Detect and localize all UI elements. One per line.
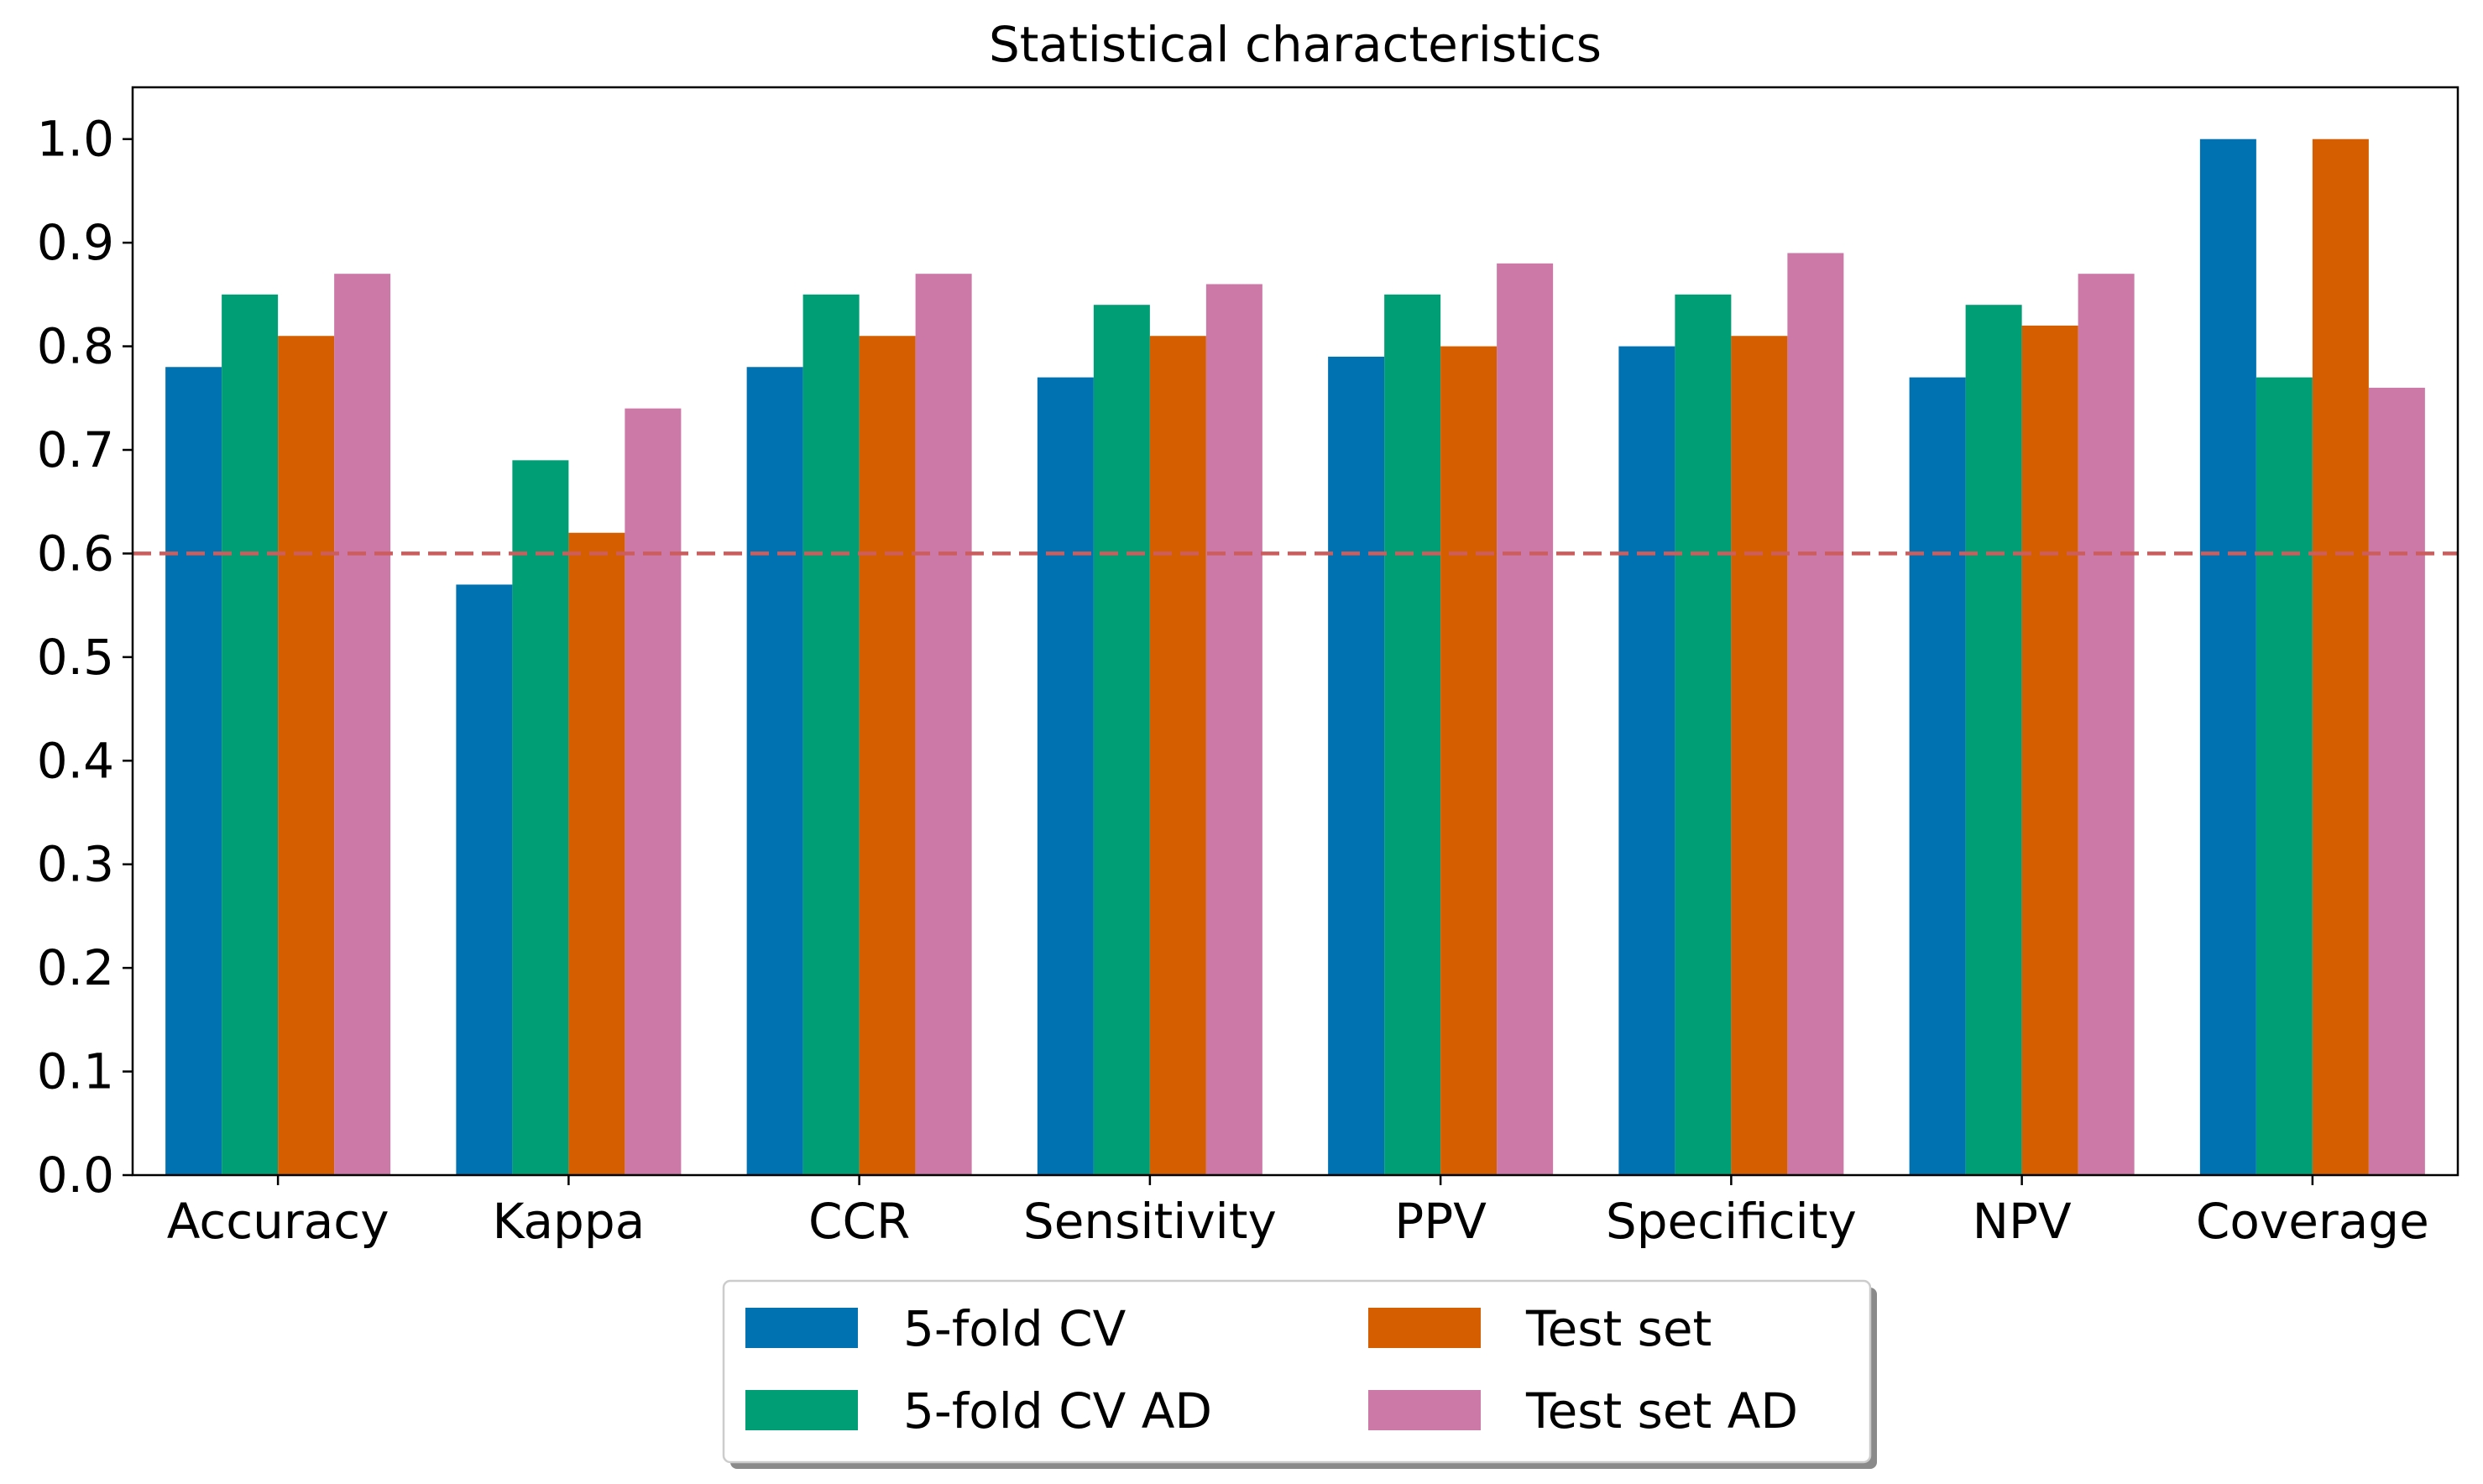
x-tick-label: Kappa [493, 1193, 646, 1250]
legend-label-2: 5-fold CV AD [903, 1382, 1212, 1440]
x-tick-label: Accuracy [167, 1193, 389, 1250]
legend-swatch-1 [745, 1308, 858, 1348]
x-tick-label: Specificity [1606, 1193, 1857, 1250]
y-tick-label: 0.2 [37, 939, 114, 996]
bar-accuracy-series-1 [165, 367, 222, 1175]
y-tick-label: 0.4 [37, 732, 114, 789]
y-tick-label: 0.6 [37, 525, 114, 582]
bar-specificity-series-3 [1731, 336, 1788, 1175]
x-tick-label: Coverage [2196, 1193, 2429, 1250]
legend-label-4: Test set AD [1525, 1382, 1798, 1440]
y-tick-label: 0.0 [37, 1147, 114, 1204]
y-tick-label: 1.0 [37, 111, 114, 168]
legend-swatch-2 [745, 1390, 858, 1430]
y-tick-label: 0.7 [37, 421, 114, 478]
bar-accuracy-series-4 [334, 274, 391, 1176]
bar-specificity-series-4 [1787, 253, 1844, 1175]
legend-swatch-3 [1368, 1308, 1481, 1348]
bar-ppv-series-4 [1497, 263, 1554, 1175]
bar-accuracy-series-3 [278, 336, 335, 1175]
bar-accuracy-series-2 [222, 294, 279, 1175]
y-tick-label: 0.9 [37, 214, 114, 271]
bar-coverage-series-3 [2312, 138, 2369, 1176]
axes-frame [131, 86, 2459, 1177]
chart-title: Statistical characteristics [989, 16, 1602, 73]
bar-specificity-series-2 [1675, 294, 1732, 1175]
bar-sensitivity-series-1 [1037, 377, 1094, 1176]
y-tick-label: 0.5 [37, 629, 114, 686]
x-tick-label: Sensitivity [1023, 1193, 1277, 1250]
bar-sensitivity-series-3 [1149, 336, 1206, 1175]
x-tick-label: PPV [1394, 1193, 1487, 1250]
x-tick-label: CCR [808, 1193, 910, 1250]
bar-ccr-series-1 [746, 367, 803, 1175]
bar-specificity-series-1 [1618, 346, 1675, 1176]
bar-ppv-series-3 [1440, 346, 1498, 1176]
bar-kappa-series-4 [625, 408, 682, 1176]
bar-coverage-series-4 [2368, 387, 2425, 1175]
x-tick-label: NPV [1973, 1193, 2072, 1250]
bar-npv-series-3 [2021, 325, 2078, 1175]
bar-npv-series-2 [1965, 305, 2022, 1176]
bar-coverage-series-1 [2199, 138, 2256, 1176]
legend-swatch-4 [1368, 1390, 1481, 1430]
bar-sensitivity-series-4 [1205, 284, 1262, 1175]
bar-ccr-series-3 [859, 336, 916, 1175]
bar-ppv-series-2 [1384, 294, 1441, 1175]
y-tick-label: 0.8 [37, 318, 114, 375]
bar-kappa-series-2 [512, 460, 569, 1175]
legend-box [722, 1279, 1872, 1464]
legend-label-3: Test set [1525, 1300, 1712, 1357]
plot-area: Accuracy Kappa CCR Sensitivity PPV Specificit… [37, 86, 2459, 1250]
bar-kappa-series-1 [456, 584, 513, 1175]
bar-npv-series-4 [2078, 274, 2135, 1176]
bar-kappa-series-3 [568, 532, 625, 1175]
legend-label-1: 5-fold CV [903, 1300, 1126, 1357]
bar-ccr-series-2 [802, 294, 860, 1175]
bar-npv-series-1 [1909, 377, 1966, 1176]
y-tick-label: 0.3 [37, 836, 114, 893]
bar-sensitivity-series-2 [1093, 305, 1150, 1176]
bar-coverage-series-2 [2256, 377, 2313, 1176]
bar-ccr-series-4 [915, 274, 972, 1176]
y-tick-label: 0.1 [37, 1043, 114, 1100]
bar-ppv-series-1 [1328, 356, 1385, 1175]
legend: 5-fold CV 5-fold CV AD Test set Test set AD [722, 1279, 1877, 1469]
